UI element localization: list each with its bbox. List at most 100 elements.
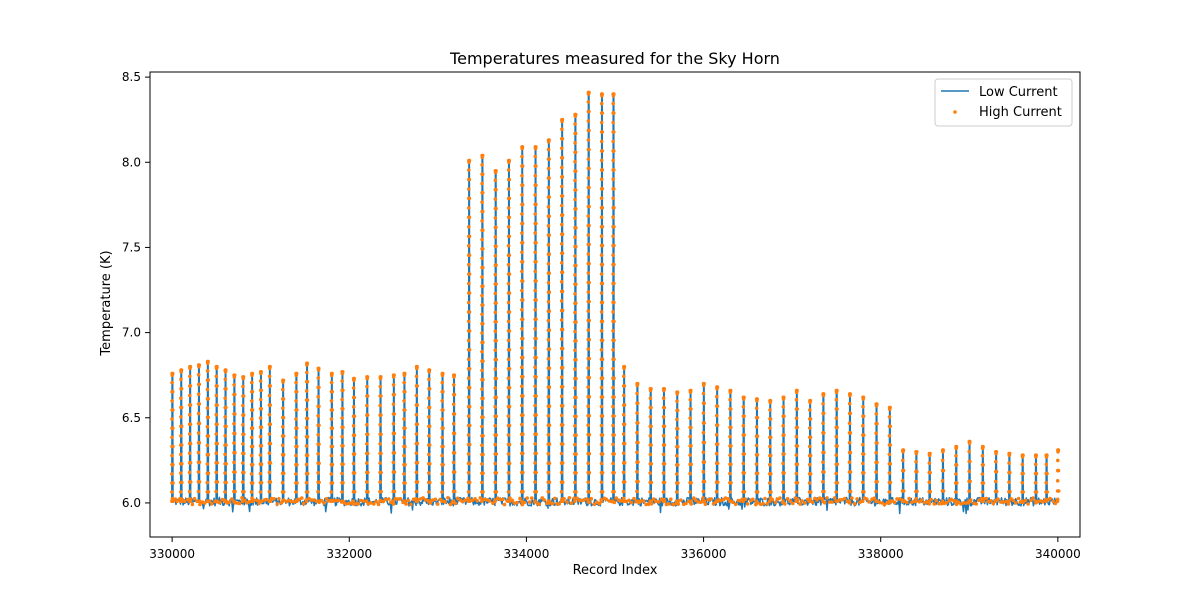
scatter-point: [622, 441, 627, 446]
scatter-point: [808, 453, 813, 458]
scatter-point: [795, 444, 800, 448]
scatter-point: [428, 480, 432, 485]
scatter-point: [546, 271, 551, 276]
scatter-point: [600, 414, 605, 418]
scatter-point: [989, 499, 993, 503]
scatter-point: [586, 242, 591, 247]
scatter-point: [170, 453, 174, 458]
scatter-point: [573, 301, 577, 306]
scatter-point: [559, 413, 564, 418]
scatter-point: [378, 432, 383, 437]
scatter-point: [641, 499, 646, 503]
scatter-point: [520, 279, 524, 283]
scatter-point: [329, 453, 334, 458]
scatter-point: [387, 497, 391, 501]
scatter-point: [874, 431, 878, 436]
scatter-point: [480, 275, 484, 279]
scatter-point: [521, 413, 525, 417]
scatter-point: [847, 431, 852, 435]
scatter-point: [599, 272, 604, 276]
scatter-point: [1055, 479, 1060, 483]
scatter-point: [258, 453, 263, 457]
scatter-point: [171, 481, 175, 485]
scatter-point: [728, 425, 732, 430]
scatter-point: [466, 376, 471, 381]
scatter-point: [599, 215, 604, 219]
scatter-point: [414, 393, 419, 398]
scatter-point: [574, 490, 578, 494]
scatter-point: [1044, 499, 1048, 504]
scatter-point: [560, 194, 564, 198]
scatter-point: [402, 408, 406, 412]
scatter-point: [241, 422, 245, 427]
scatter-point: [510, 498, 515, 503]
scatter-point: [573, 169, 577, 173]
scatter-point: [506, 177, 511, 182]
scatter-point: [409, 502, 413, 507]
scatter-point: [415, 366, 419, 371]
scatter-point: [1014, 501, 1018, 505]
scatter-point: [599, 385, 604, 390]
scatter-point: [533, 480, 537, 484]
scatter-point: [196, 411, 201, 416]
scatter-point: [967, 449, 971, 454]
scatter-point: [520, 221, 524, 226]
scatter-point: [662, 388, 666, 393]
chart-title: Temperatures measured for the Sky Horn: [449, 49, 780, 68]
scatter-point: [573, 367, 577, 372]
scatter-point: [475, 499, 480, 503]
scatter-point: [506, 253, 511, 257]
scatter-point: [259, 499, 264, 504]
scatter-point: [675, 472, 679, 476]
scatter-point: [754, 415, 759, 420]
scatter-point: [487, 499, 492, 503]
scatter-point: [1020, 455, 1025, 459]
scatter-point: [520, 384, 524, 389]
scatter-point: [206, 490, 211, 494]
scatter-point: [467, 177, 471, 182]
scatter-point: [480, 247, 484, 251]
scatter-point: [295, 481, 299, 485]
scatter-point: [586, 480, 590, 485]
scatter-point: [887, 443, 892, 447]
scatter-point: [533, 260, 537, 264]
scatter-point: [715, 461, 720, 466]
scatter-point: [304, 416, 309, 421]
scatter-point: [415, 461, 420, 465]
scatter-point: [671, 502, 675, 507]
scatter-point: [224, 443, 228, 447]
scatter-point: [755, 398, 759, 403]
scatter-point: [954, 463, 958, 467]
scatter-point: [636, 479, 640, 484]
scatter-point: [689, 502, 693, 506]
scatter-point: [688, 453, 692, 457]
scatter-point: [467, 215, 471, 220]
scatter-point: [587, 489, 592, 494]
scatter-point: [599, 168, 604, 172]
scatter-point: [592, 502, 597, 507]
scatter-point: [794, 434, 799, 439]
scatter-point: [573, 263, 577, 268]
scatter-point: [467, 385, 472, 390]
scatter-point: [521, 489, 525, 494]
scatter-point: [861, 414, 865, 419]
scatter-point: [480, 155, 485, 159]
scatter-point: [481, 377, 485, 382]
scatter-point: [861, 397, 865, 401]
scatter-point: [1045, 490, 1049, 494]
scatter-point: [768, 462, 772, 467]
scatter-point: [611, 168, 615, 172]
scatter-point: [679, 498, 683, 502]
scatter-point: [611, 281, 615, 286]
scatter-point: [493, 206, 498, 211]
scatter-point: [808, 400, 812, 405]
scatter-point: [341, 499, 345, 504]
x-tick-label: 338000: [858, 547, 904, 561]
scatter-point: [862, 471, 866, 475]
scatter-point: [586, 176, 591, 180]
scatter-point: [403, 444, 407, 449]
scatter-point: [232, 460, 236, 465]
scatter-point: [1044, 471, 1048, 476]
scatter-point: [612, 452, 616, 456]
scatter-point: [452, 451, 457, 455]
